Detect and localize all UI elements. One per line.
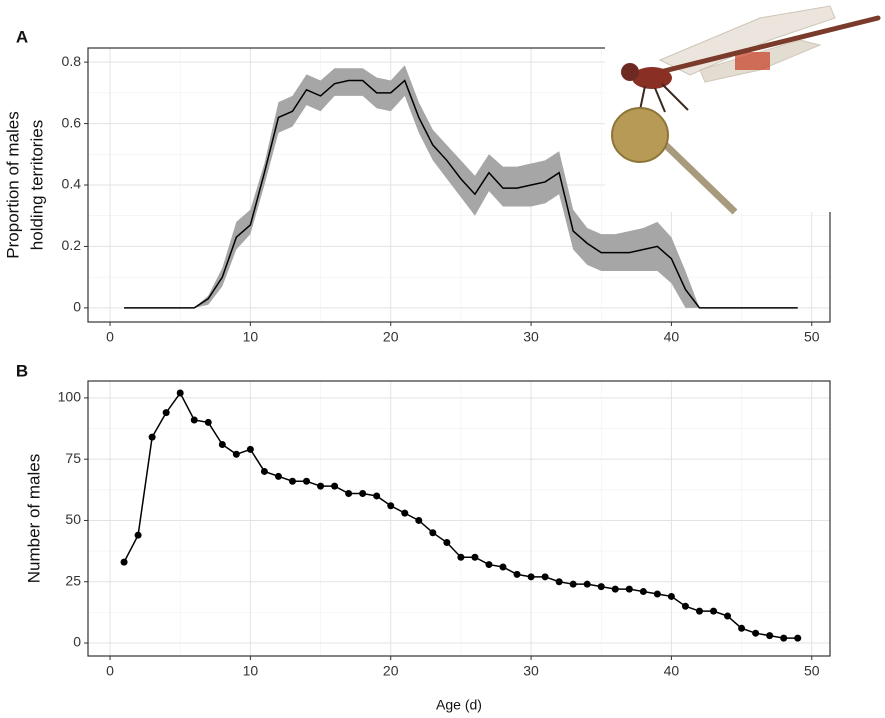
- point: [541, 573, 549, 581]
- point: [457, 553, 465, 561]
- point: [485, 561, 493, 569]
- point: [597, 583, 605, 591]
- legs: [639, 83, 689, 113]
- point: [204, 418, 212, 426]
- x-tick-label: 20: [383, 663, 399, 679]
- point: [148, 433, 156, 441]
- point: [303, 477, 311, 485]
- point: [653, 590, 661, 598]
- point: [401, 509, 409, 517]
- x-tick-label: 30: [523, 663, 539, 679]
- point: [134, 531, 142, 539]
- x-tick-label: 40: [664, 663, 680, 679]
- point: [738, 624, 746, 632]
- panel-label: A: [16, 27, 28, 46]
- point: [499, 563, 507, 571]
- x-tick-label: 40: [664, 329, 680, 345]
- x-tick-label: 50: [804, 329, 820, 345]
- point: [752, 629, 760, 637]
- point: [681, 602, 689, 610]
- y-tick-label: 0: [73, 299, 81, 315]
- panel: 0 25 50 75 100 0 10 20 30 40 50 B Number of males Age…: [16, 361, 831, 713]
- panel-label: B: [16, 361, 28, 380]
- point: [794, 634, 802, 642]
- y-tick-label: 50: [65, 511, 81, 527]
- point: [527, 573, 535, 581]
- point: [246, 445, 254, 453]
- y-tick-label: 0.6: [62, 114, 82, 130]
- damselfly-photo: [605, 0, 885, 215]
- point: [443, 539, 451, 547]
- plot-frame: [87, 380, 831, 657]
- point: [724, 612, 732, 620]
- point: [710, 607, 718, 615]
- confidence-band: [124, 65, 798, 308]
- plots: 0 0.2 0.4 0.6 0.8 0 10 20 30 40 50 A Proportion of m…: [3, 27, 831, 713]
- point: [639, 588, 647, 596]
- wing: [658, 5, 836, 76]
- point: [190, 416, 198, 424]
- point: [555, 578, 563, 586]
- point: [373, 492, 381, 500]
- panel: 0 0.2 0.4 0.6 0.8 0 10 20 30 40 50 A Proportion of m…: [3, 27, 831, 345]
- point: [695, 607, 703, 615]
- x-axis-title: Age (d): [436, 697, 482, 713]
- x-tick-label: 50: [804, 663, 820, 679]
- head: [621, 63, 639, 81]
- point: [569, 580, 577, 588]
- thorax: [632, 67, 672, 89]
- point: [274, 472, 282, 480]
- point: [359, 490, 367, 497]
- point: [625, 585, 633, 593]
- y-axis-title: Proportion of males: [3, 111, 22, 258]
- point: [345, 490, 353, 497]
- y-tick-label: 100: [58, 389, 82, 405]
- point: [331, 482, 339, 490]
- y-tick-label: 25: [65, 572, 81, 588]
- point: [583, 580, 591, 588]
- point: [415, 516, 423, 524]
- point: [232, 450, 240, 458]
- wing-patch: [735, 52, 770, 70]
- point: [387, 502, 395, 510]
- y-tick-label: 0: [73, 634, 81, 650]
- point: [471, 553, 479, 561]
- y-tick-label: 0.8: [62, 53, 82, 69]
- y-tick-label: 75: [65, 450, 81, 466]
- point: [317, 482, 325, 490]
- point: [120, 558, 128, 566]
- x-tick-label: 10: [243, 329, 259, 345]
- point: [218, 440, 226, 448]
- point: [260, 467, 268, 475]
- point: [429, 529, 437, 537]
- x-tick-label: 10: [243, 663, 259, 679]
- y-axis-title: Number of males: [24, 454, 43, 583]
- point: [766, 632, 774, 640]
- point: [667, 592, 675, 600]
- seed-head: [611, 107, 669, 163]
- point: [162, 409, 170, 417]
- point: [176, 389, 184, 397]
- line: [124, 79, 798, 309]
- point: [611, 585, 619, 593]
- abdomen: [657, 15, 881, 75]
- point: [288, 477, 296, 485]
- x-tick-label: 0: [106, 329, 114, 345]
- x-tick-label: 30: [523, 329, 539, 345]
- y-tick-label: 0.4: [62, 176, 82, 192]
- y-tick-label: 0.2: [62, 237, 82, 253]
- y-axis-title: holding territories: [27, 120, 46, 250]
- point: [780, 634, 788, 642]
- x-tick-label: 20: [383, 329, 399, 345]
- point: [513, 570, 521, 578]
- x-tick-label: 0: [106, 663, 114, 679]
